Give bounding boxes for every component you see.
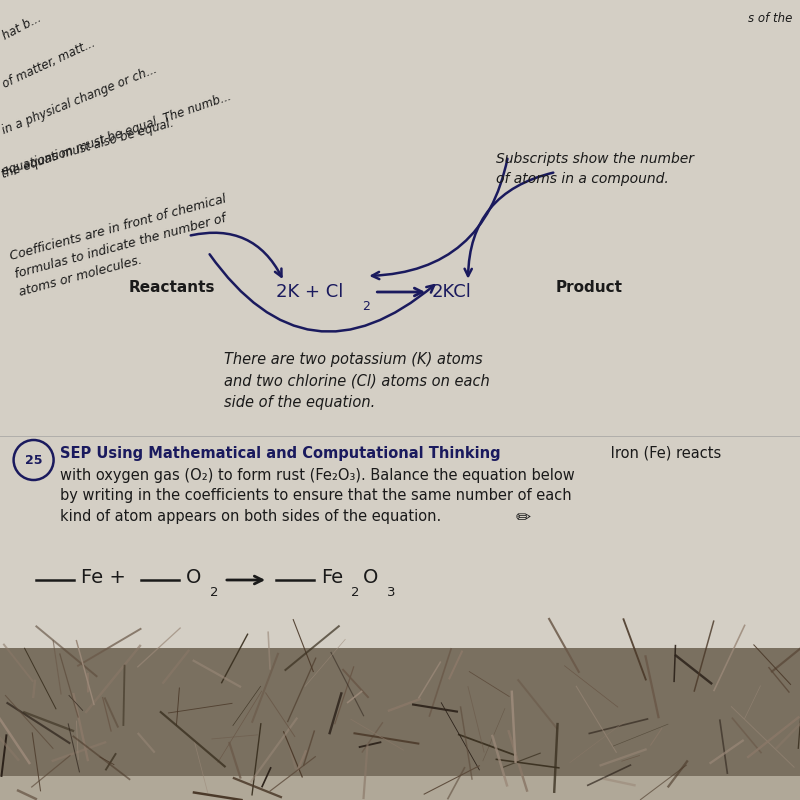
Text: with oxygen gas (O₂) to form rust (Fe₂O₃). Balance the equation below: with oxygen gas (O₂) to form rust (Fe₂O₃… [60, 468, 574, 483]
Text: of matter, matt...: of matter, matt... [0, 36, 97, 90]
Text: O: O [362, 568, 378, 587]
Text: the equation must be equal. The numb...: the equation must be equal. The numb... [0, 90, 233, 181]
Text: 2: 2 [362, 300, 370, 313]
Text: Reactants: Reactants [129, 281, 215, 295]
Text: 25: 25 [25, 454, 42, 466]
Text: Fe +: Fe + [81, 568, 126, 587]
Text: Iron (Fe) reacts: Iron (Fe) reacts [606, 446, 722, 461]
Text: kind of atom appears on both sides of the equation.: kind of atom appears on both sides of th… [60, 509, 442, 524]
Text: 3: 3 [387, 586, 396, 598]
Text: O: O [186, 568, 201, 587]
FancyArrowPatch shape [190, 233, 282, 277]
Text: 2: 2 [210, 586, 218, 598]
Bar [0, 776, 800, 800]
Bar [0, 648, 800, 800]
Text: Coefficients are in front of chemical
formulas to indicate the number of
atoms o: Coefficients are in front of chemical fo… [8, 192, 238, 299]
Text: by writing in the coefficients to ensure that the same number of each: by writing in the coefficients to ensure… [60, 488, 572, 503]
Text: Fe: Fe [321, 568, 343, 587]
Text: hat b...: hat b... [0, 12, 43, 43]
Text: 2KCl: 2KCl [432, 283, 472, 301]
Text: 2: 2 [351, 586, 360, 598]
Text: 2K + Cl: 2K + Cl [276, 283, 343, 301]
FancyArrowPatch shape [465, 173, 554, 276]
Text: s of the: s of the [748, 12, 792, 25]
Text: in a physical change or ch...: in a physical change or ch... [0, 62, 158, 137]
Text: equations must also be equal.: equations must also be equal. [0, 116, 175, 178]
Text: ✏: ✏ [516, 509, 531, 527]
FancyArrowPatch shape [372, 158, 507, 279]
Text: Subscripts show the number
of atoms in a compound.: Subscripts show the number of atoms in a… [496, 152, 694, 186]
FancyArrowPatch shape [210, 254, 434, 331]
Text: There are two potassium (K) atoms
and two chlorine (Cl) atoms on each
side of th: There are two potassium (K) atoms and tw… [224, 352, 490, 410]
Text: Product: Product [556, 281, 623, 295]
Text: SEP Using Mathematical and Computational Thinking: SEP Using Mathematical and Computational… [60, 446, 501, 461]
